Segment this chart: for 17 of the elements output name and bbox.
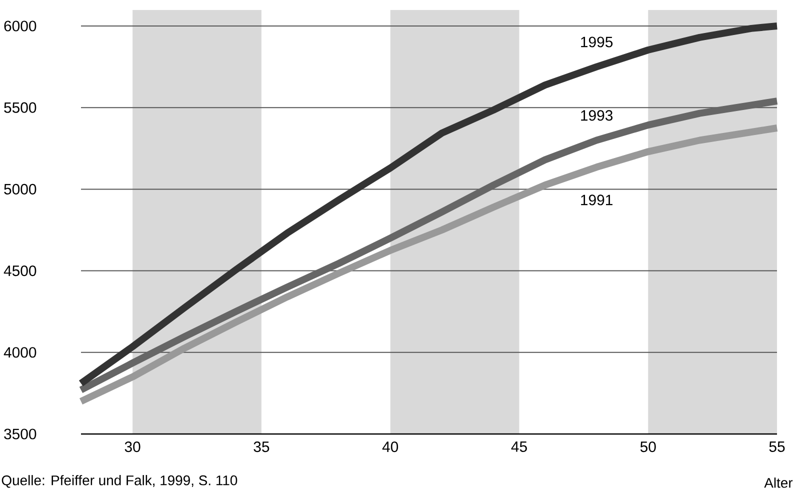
y-tick-label: 5500 <box>4 102 36 113</box>
series-label: 1995 <box>581 36 613 48</box>
x-tick-label: 35 <box>254 442 270 452</box>
x-tick-label: 40 <box>382 442 398 452</box>
x-tick-label: 45 <box>511 442 527 452</box>
series-label: 1991 <box>581 194 612 206</box>
y-tick-label: 4000 <box>4 347 36 358</box>
y-tick-label: 6000 <box>4 20 36 32</box>
x-tick-label: 50 <box>640 442 656 452</box>
x-tick-label: 55 <box>769 442 785 452</box>
y-tick-label: 4500 <box>4 266 36 276</box>
x-tick-label: 30 <box>124 442 140 452</box>
source-note: Quelle: Pfeiffer und Falk, 1999, S. 110 <box>2 475 238 488</box>
y-tick-label: 5000 <box>4 184 36 194</box>
x-axis-title: Alter <box>764 478 793 488</box>
series-label: 1993 <box>581 110 613 121</box>
y-tick-label: 3500 <box>4 428 36 440</box>
